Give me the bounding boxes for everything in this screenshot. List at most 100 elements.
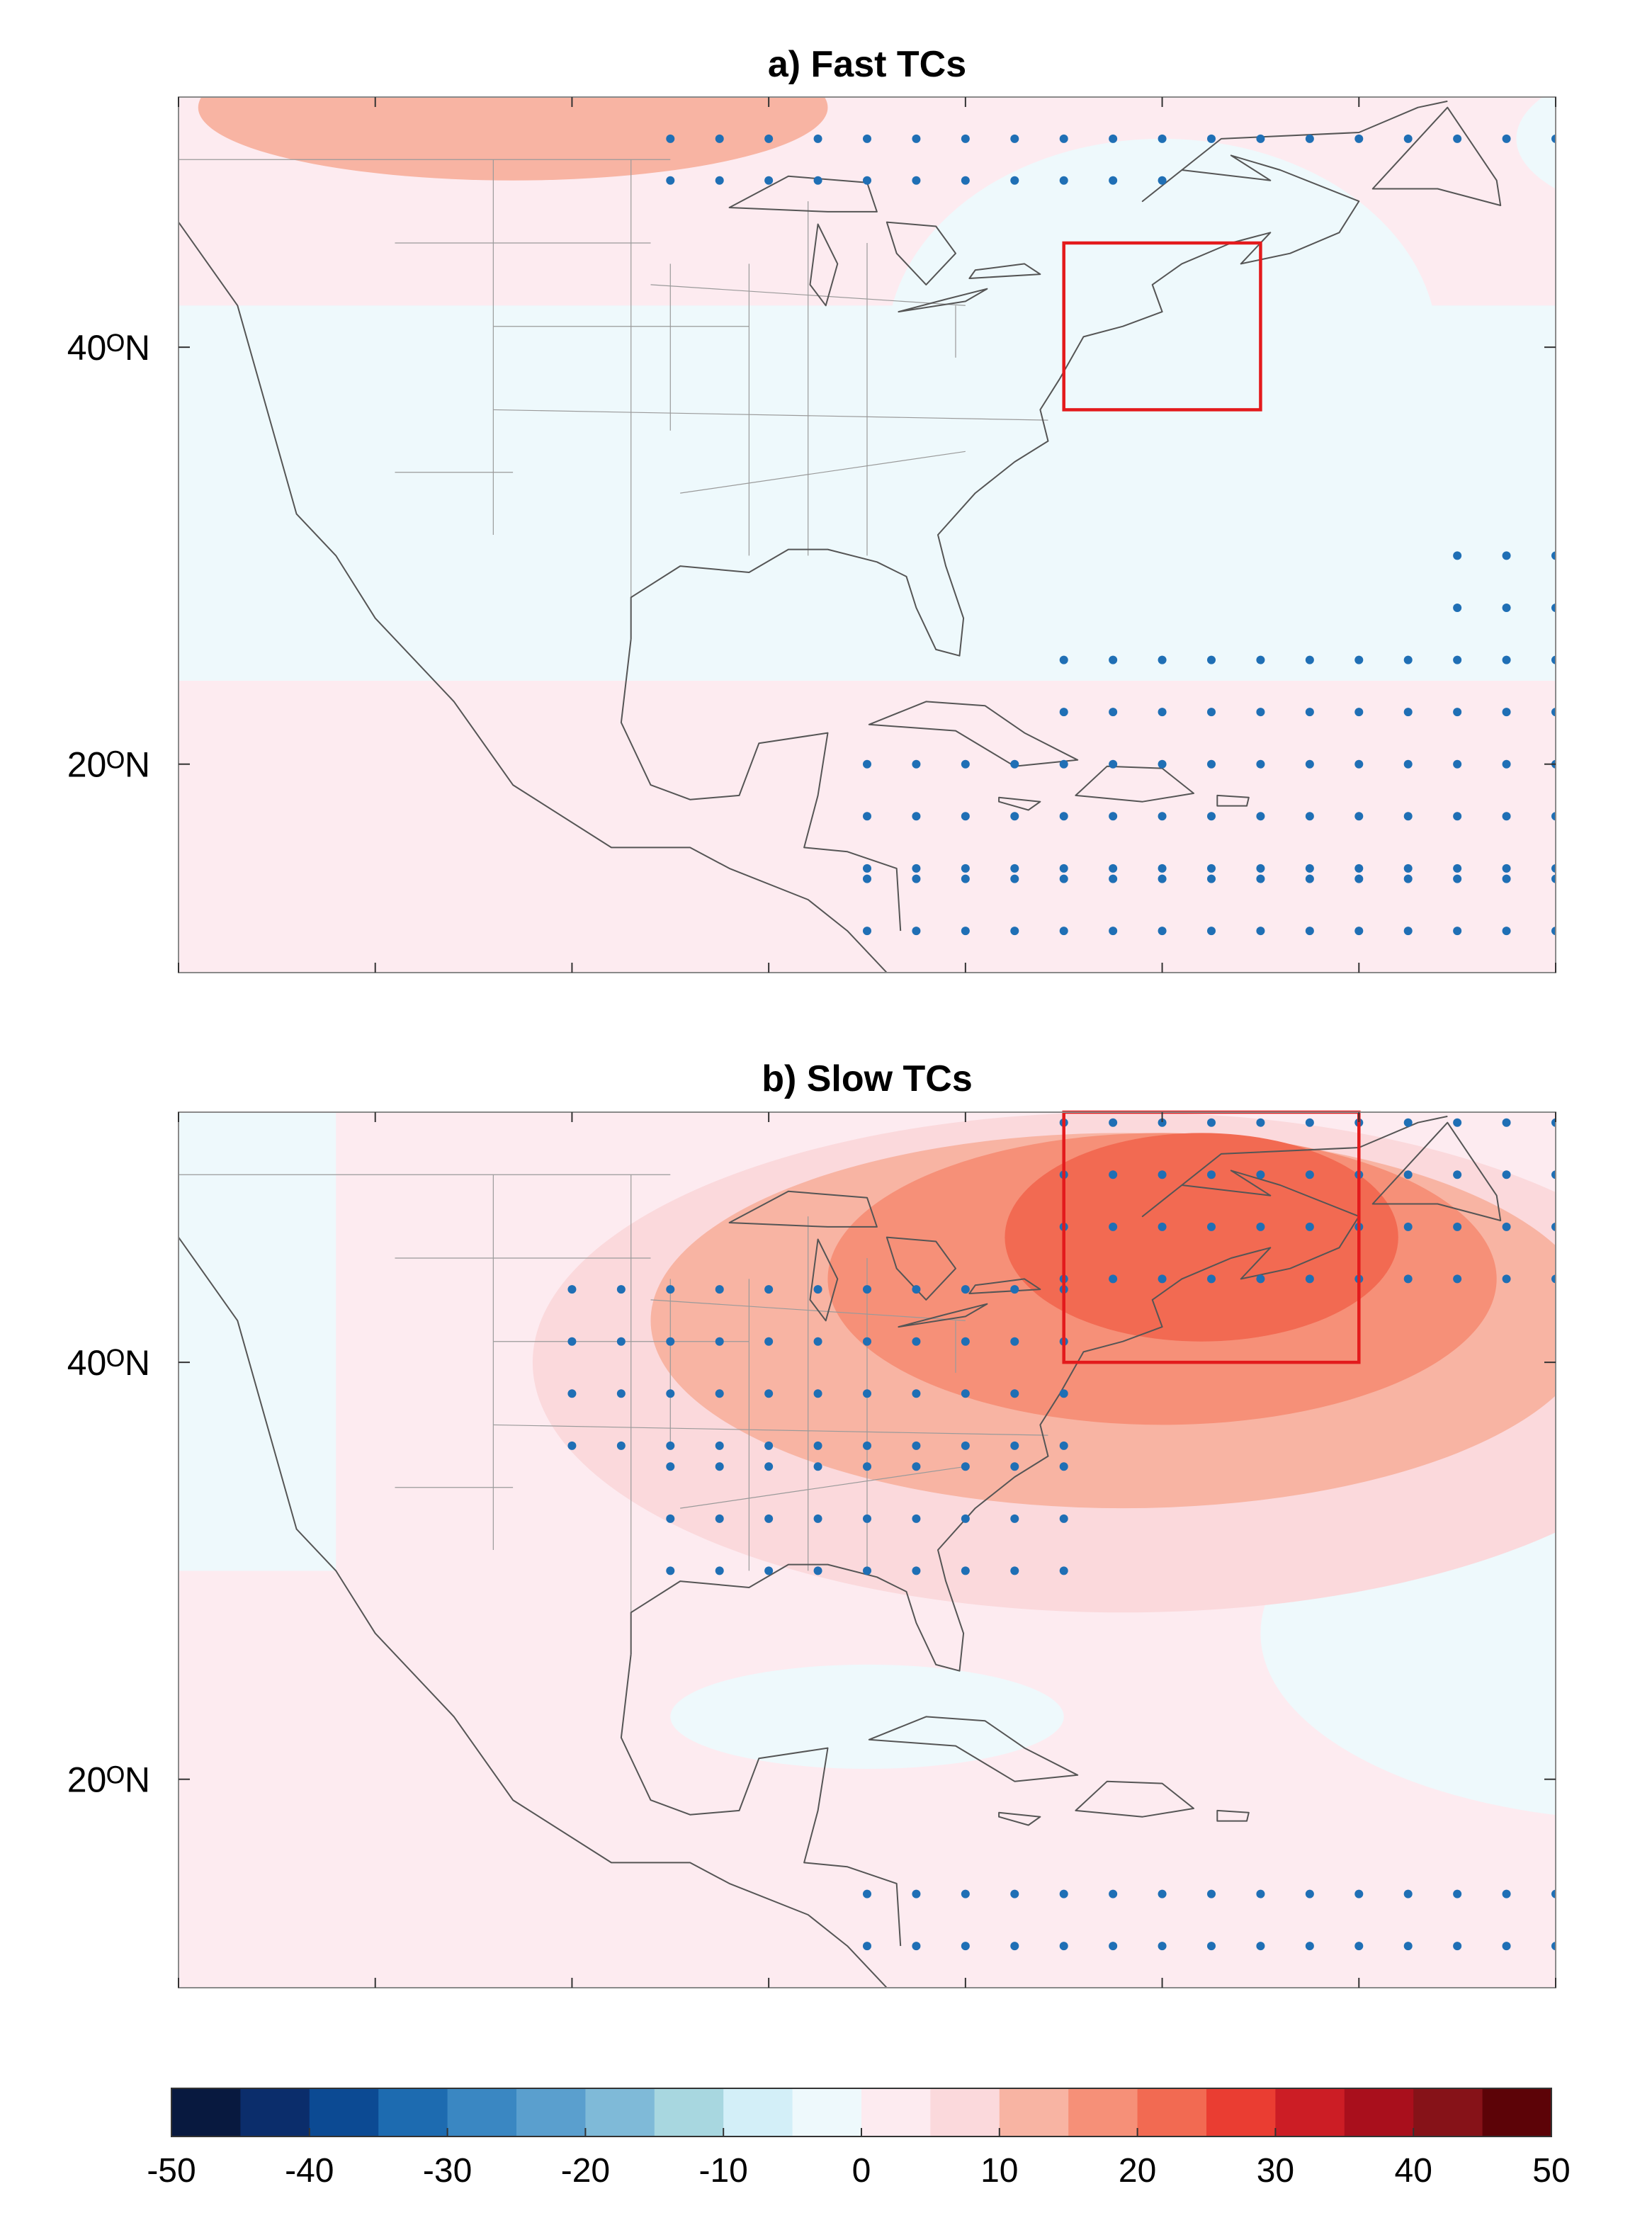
stipple-dot: [666, 1462, 675, 1471]
stipple-dot: [666, 1441, 675, 1450]
lake-outline: [728, 175, 878, 213]
stipple-dot: [1158, 708, 1167, 717]
stipple-dot: [1305, 655, 1314, 664]
y-tick-label: 40ᴼN: [67, 328, 150, 368]
stipple-dot: [961, 874, 970, 883]
stipple-dot: [1158, 176, 1167, 185]
field-contour: [1005, 1133, 1398, 1342]
stipple-dot: [1010, 176, 1019, 185]
colorbar-tick-label: 40: [1395, 2152, 1432, 2190]
stipple-dot: [715, 134, 724, 143]
stipple-dot: [1403, 864, 1413, 873]
stipple-dot: [863, 1441, 871, 1450]
stipple-dot: [1256, 134, 1265, 143]
stipple-dot: [1059, 874, 1068, 883]
stipple-dot: [1502, 708, 1511, 717]
stipple-dot: [1256, 1222, 1265, 1231]
field-contour: [198, 97, 828, 181]
stipple-dot: [961, 1462, 970, 1471]
coastline-mainland: [179, 100, 1448, 973]
colorbar-segment: [585, 2088, 655, 2136]
stipple-dot: [616, 1441, 626, 1450]
stipple-dot: [1010, 864, 1019, 873]
stipple-dot: [1256, 655, 1265, 664]
stipple-dot: [1207, 655, 1216, 664]
state-border: [493, 409, 1048, 421]
stipple-dot: [961, 927, 970, 936]
stipple-dot: [1059, 1514, 1068, 1523]
colorbar-segment: [378, 2088, 448, 2136]
colorbar-tick-label: -20: [561, 2152, 610, 2190]
stipple-dot: [1158, 759, 1167, 769]
colorbar-tick-label: -50: [147, 2152, 196, 2190]
stipple-dot: [1453, 1170, 1462, 1179]
stipple-dot: [1207, 812, 1216, 821]
map-area: [179, 1112, 1609, 1988]
colorbar-segment: [861, 2088, 931, 2136]
stipple-dot: [1059, 176, 1068, 185]
coastline-mainland: [179, 1115, 1448, 1988]
stipple-dot: [1109, 1170, 1118, 1179]
stipple-dot: [1109, 1274, 1118, 1284]
stipple-dot: [1158, 874, 1167, 883]
lake-outline: [898, 1303, 988, 1328]
colorbar-segment: [240, 2088, 310, 2136]
stipple-dot: [1551, 864, 1556, 873]
stipple-dot: [764, 176, 774, 185]
stipple-dot: [1551, 604, 1556, 612]
stipple-dot: [1109, 927, 1118, 936]
stipple-dot: [1158, 134, 1167, 143]
stipple-dot: [1453, 864, 1462, 873]
stipple-dot: [1059, 708, 1068, 717]
stipple-dot: [764, 1285, 774, 1294]
y-tick-label: 20ᴼN: [67, 745, 150, 785]
stipple-dot: [1600, 1119, 1609, 1127]
stipple-dot: [1010, 1389, 1019, 1398]
stipple-dot: [863, 927, 871, 936]
stipple-dot: [863, 1389, 871, 1398]
stipple-dot: [1305, 708, 1314, 717]
stipple-dot: [1256, 874, 1265, 883]
stipple-dot: [1158, 1170, 1167, 1179]
colorbar-segment: [999, 2088, 1069, 2136]
stipple-dot: [1010, 1441, 1019, 1450]
stipple-dot: [666, 134, 675, 143]
stipple-dot: [1600, 604, 1609, 612]
stipple-dot: [813, 1389, 822, 1398]
colorbar-segment: [309, 2088, 379, 2136]
island-outline: [998, 1811, 1041, 1826]
stipple-dot: [1158, 1222, 1167, 1231]
stipple-dot: [961, 1566, 970, 1575]
stipple-dot: [1551, 134, 1556, 143]
stipple-dot: [1403, 1942, 1413, 1951]
stipple-dot: [1305, 1274, 1314, 1284]
stipple-dot: [863, 134, 871, 143]
island-outline: [998, 796, 1041, 811]
stipple-dot: [1305, 812, 1314, 821]
stipple-dot: [1158, 1942, 1167, 1951]
stipple-dot: [1403, 874, 1413, 883]
stipple-dot: [1502, 864, 1511, 873]
stipple-dot: [1158, 655, 1167, 664]
stipple-dot: [1207, 1222, 1216, 1231]
field-contour: [886, 138, 1438, 556]
panel-fast-tcs: 40ᴼN 20ᴼN a) Fast TCs: [67, 44, 1609, 973]
stipple-dot: [961, 1889, 970, 1898]
stipple-dot: [1158, 864, 1167, 873]
stipple-dot: [1305, 1222, 1314, 1231]
stipple-dot: [1354, 1942, 1364, 1951]
stipple-dot: [1256, 864, 1265, 873]
stipple-dot: [715, 1462, 724, 1471]
stipple-dot: [567, 1441, 577, 1450]
stipple-dot: [1059, 134, 1068, 143]
colorbar-segment: [1413, 2088, 1483, 2136]
stipple-dot: [1207, 708, 1216, 717]
stipple-dot: [1256, 1889, 1265, 1898]
panel-slow-tcs: 40ᴼN 20ᴼN b) Slow TCs: [67, 1058, 1609, 1988]
stipple-dot: [1256, 1942, 1265, 1951]
stipple-dot: [1502, 1170, 1511, 1179]
stipple-dot: [1453, 1118, 1462, 1127]
stipple-dot: [1551, 1274, 1556, 1284]
stipple-dot: [813, 176, 822, 185]
stipple-dot: [813, 1514, 822, 1523]
